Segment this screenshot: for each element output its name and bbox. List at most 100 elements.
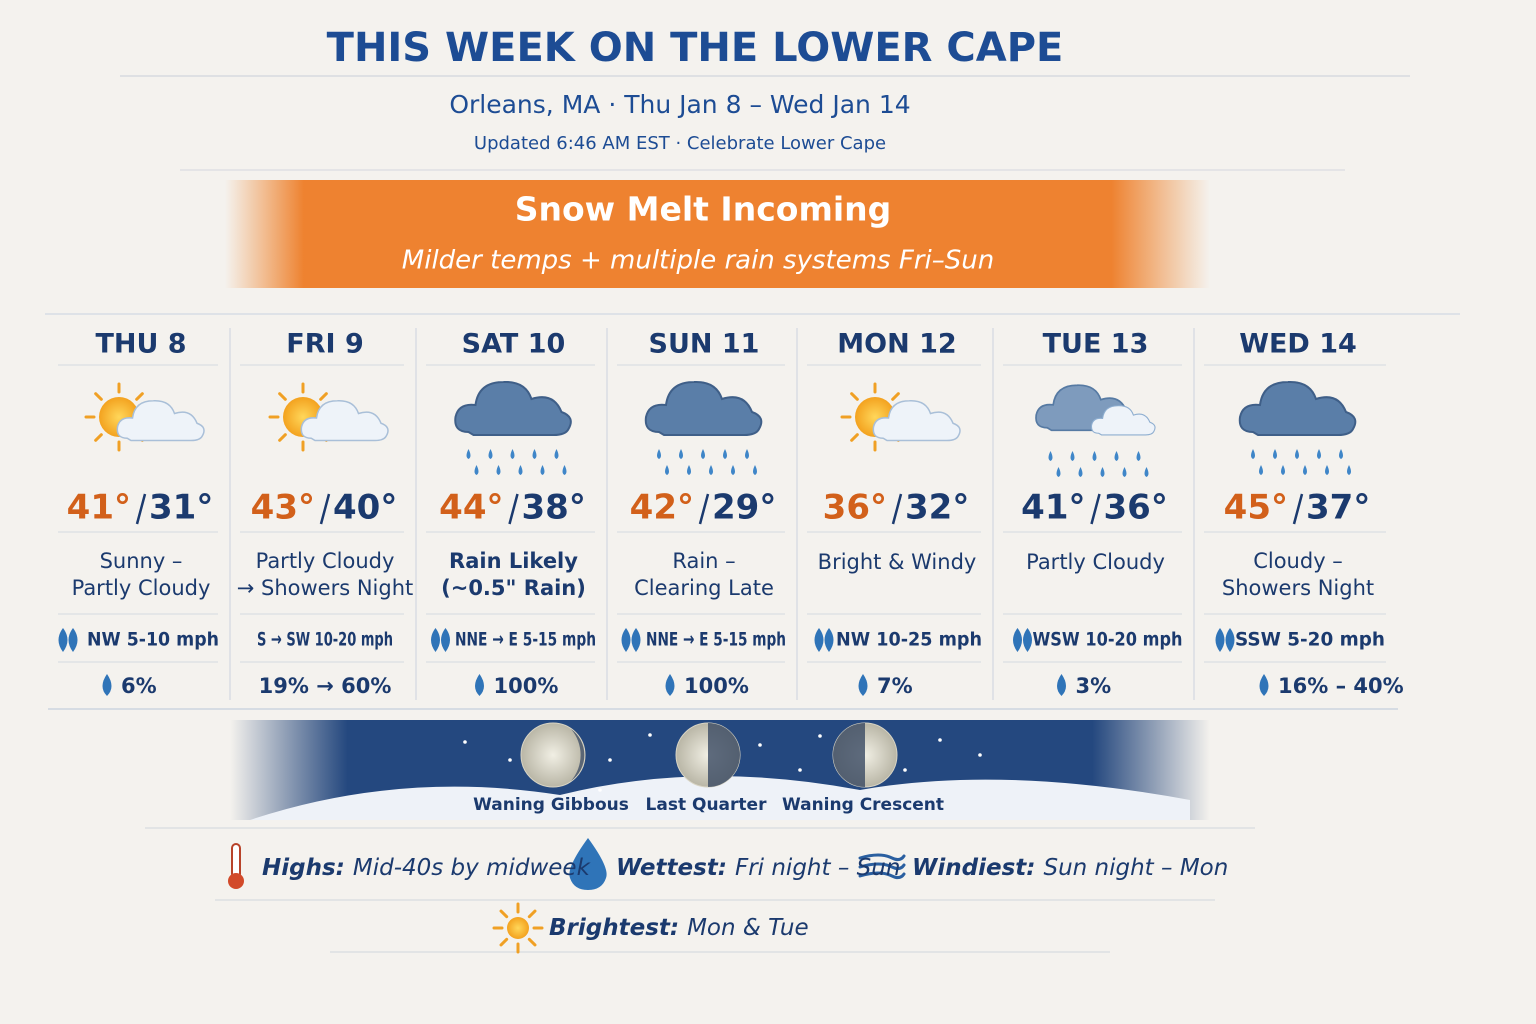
wind: NW 10-25 mph (836, 629, 982, 651)
precip-drop (858, 674, 868, 696)
sun-ray (278, 433, 287, 442)
high-temp: 41° (1021, 488, 1085, 528)
star (648, 733, 652, 737)
thermometer (231, 843, 241, 879)
precip-drop (665, 674, 675, 696)
temp-separator (508, 493, 519, 525)
star (463, 740, 467, 744)
precip: 100% (684, 674, 749, 698)
banner-subtitle: Milder temps + multiple rain systems Fri… (402, 246, 994, 276)
temp-separator (1292, 493, 1304, 525)
moon-phase: Waning Crescent (782, 795, 944, 815)
rain-drop (679, 449, 683, 459)
cloud-shape (644, 380, 763, 436)
wind-drop (58, 628, 78, 652)
rain-drop (474, 465, 479, 475)
rain-drop (488, 449, 493, 459)
wind-drop (1215, 628, 1235, 652)
high-temp: 43° (251, 488, 315, 528)
high-temp: 41° (67, 488, 131, 528)
condition: (~0.5" Rain) (441, 576, 586, 600)
star (598, 788, 602, 792)
summary-item: Highs: Mid-40s by midweek (262, 855, 592, 881)
rain-drop (1295, 449, 1299, 459)
low-temp: 32° (905, 488, 969, 528)
rain-drop (1056, 467, 1061, 477)
cloud (872, 399, 961, 442)
condition: Rain Likely (449, 549, 578, 573)
rain-drop (1347, 465, 1351, 475)
wind-icon (858, 871, 906, 880)
title: THIS WEEK ON THE LOWER CAPE (327, 25, 1064, 71)
moon-shadow (833, 723, 865, 787)
rain-drop (665, 465, 669, 475)
rain-drop (701, 449, 705, 459)
moon-phase: Last Quarter (646, 795, 768, 815)
sun-ray (891, 392, 900, 401)
cloud-shape (1090, 405, 1156, 436)
rain-drop (554, 449, 559, 459)
summary-text: Mid-40s by midweek (353, 855, 592, 881)
low-temp: 40° (333, 488, 397, 528)
banner-title: Snow Melt Incoming (515, 190, 892, 229)
sun-ray (278, 392, 287, 401)
sun-ray (527, 937, 537, 947)
rain-drop (496, 465, 501, 475)
cloud (1238, 380, 1357, 436)
precip: 16% – 40% (1278, 674, 1404, 698)
sun-ray (499, 909, 509, 919)
moon-shadow (571, 729, 585, 781)
thermometer-bulb (228, 873, 244, 889)
high-temp: 36° (823, 488, 887, 528)
sun (507, 917, 529, 939)
cloud (116, 399, 205, 442)
rain-drop (540, 465, 545, 475)
rain-drop (1251, 449, 1255, 459)
day-name: SUN 11 (649, 329, 760, 360)
moon-phase: Waning Gibbous (473, 795, 629, 815)
temp-separator (891, 493, 903, 525)
rain-drop (1303, 465, 1307, 475)
low-temp: 38° (522, 488, 586, 528)
rain-drop (1281, 465, 1285, 475)
banner (225, 180, 1210, 288)
condition: Partly Cloudy (256, 549, 395, 573)
cloud (454, 380, 572, 436)
wind-icon (858, 853, 906, 862)
wind: NNE → E 5-15 mph (646, 629, 786, 651)
rain-drop (510, 449, 515, 459)
low-temp: 36° (1104, 488, 1168, 528)
day-name: WED 14 (1239, 329, 1357, 360)
cloud-shape (872, 399, 961, 442)
wind-icon (858, 862, 906, 871)
sun-ray (319, 392, 328, 401)
star (798, 768, 802, 772)
cloud (644, 380, 763, 436)
rain-drop (753, 465, 757, 475)
condition: → Showers Night (237, 576, 414, 600)
summary-text: Mon & Tue (687, 915, 809, 941)
wind-drop (814, 628, 834, 652)
star (903, 768, 907, 772)
condition: Showers Night (1222, 576, 1374, 600)
summary-item: Brightest: Mon & Tue (549, 915, 809, 941)
day-name: SAT 10 (462, 329, 566, 360)
high-temp: 45° (1224, 488, 1288, 528)
wind-drop (431, 628, 450, 652)
wind: WSW 10-20 mph (1033, 629, 1183, 651)
snow (250, 776, 1190, 820)
precip-drop (1259, 674, 1269, 696)
precip-drop (102, 674, 112, 696)
high-temp: 44° (439, 488, 503, 528)
low-temp: 29° (712, 488, 776, 528)
sun-ray (850, 433, 859, 442)
cloud-shape (1238, 380, 1357, 436)
rain-drop (562, 465, 567, 475)
subtitle: Orleans, MA · Thu Jan 8 – Wed Jan 14 (449, 90, 910, 119)
rain-drop (731, 465, 735, 475)
rain-drop (518, 465, 523, 475)
rain-drop (745, 449, 749, 459)
condition: Partly Cloudy (1026, 550, 1165, 574)
